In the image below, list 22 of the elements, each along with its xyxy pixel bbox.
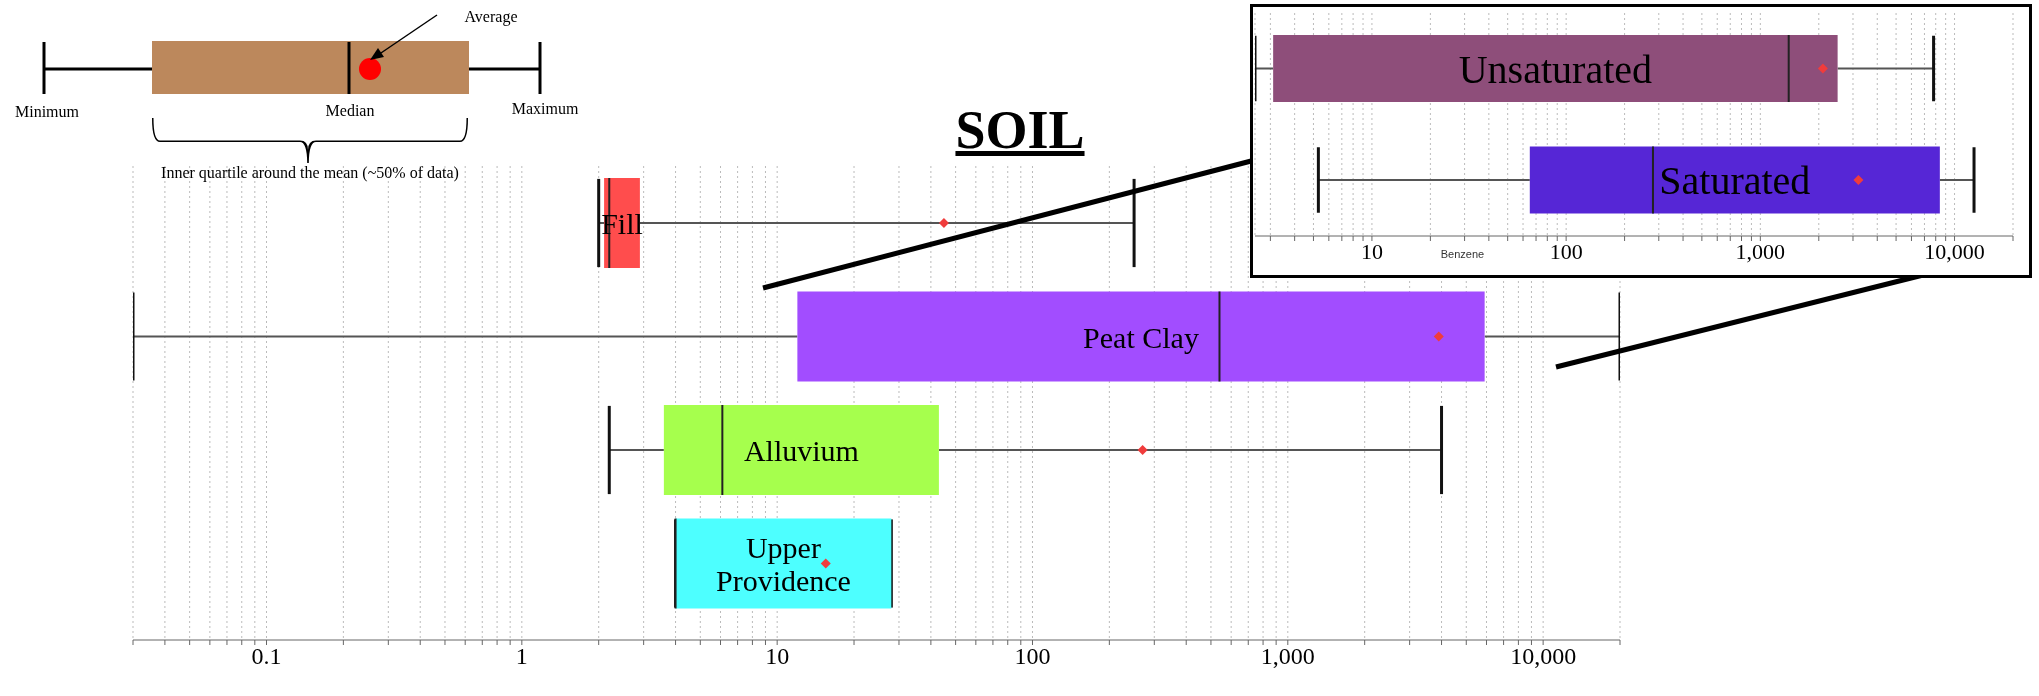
x-tick-label: 10,000 <box>1924 238 1985 264</box>
x-tick-label: 100 <box>1549 238 1583 264</box>
x-tick-label: 1 <box>515 643 528 670</box>
category-label: Alluvium <box>743 433 859 467</box>
x-tick-label: 100 <box>1014 643 1051 670</box>
x-tick-label: 10 <box>1360 238 1383 264</box>
text: Maximum <box>511 100 579 117</box>
annotation: Inner quartile around the mean (~50% of data) <box>161 164 459 182</box>
x-tick-label: 10 <box>765 643 790 670</box>
chart-title: SOIL <box>954 100 1086 160</box>
x-tick-label: 1,000 <box>1260 643 1315 670</box>
x-tick-label: 10,000 <box>1510 643 1577 670</box>
x-axis-title: Benzene <box>1440 248 1485 260</box>
category-label: Peat Clay <box>1083 320 1199 353</box>
x-tick-label: 0.1 <box>251 643 282 670</box>
text: Median <box>325 102 375 119</box>
x-tick-label: 1,000 <box>1735 238 1786 264</box>
text: Minimum <box>14 103 80 120</box>
text: Average <box>464 8 518 26</box>
category-label: Upper Providence <box>715 530 851 597</box>
y-tick-label: Saturated <box>1659 157 1811 203</box>
y-tick-label: Unsaturated <box>1458 46 1653 91</box>
